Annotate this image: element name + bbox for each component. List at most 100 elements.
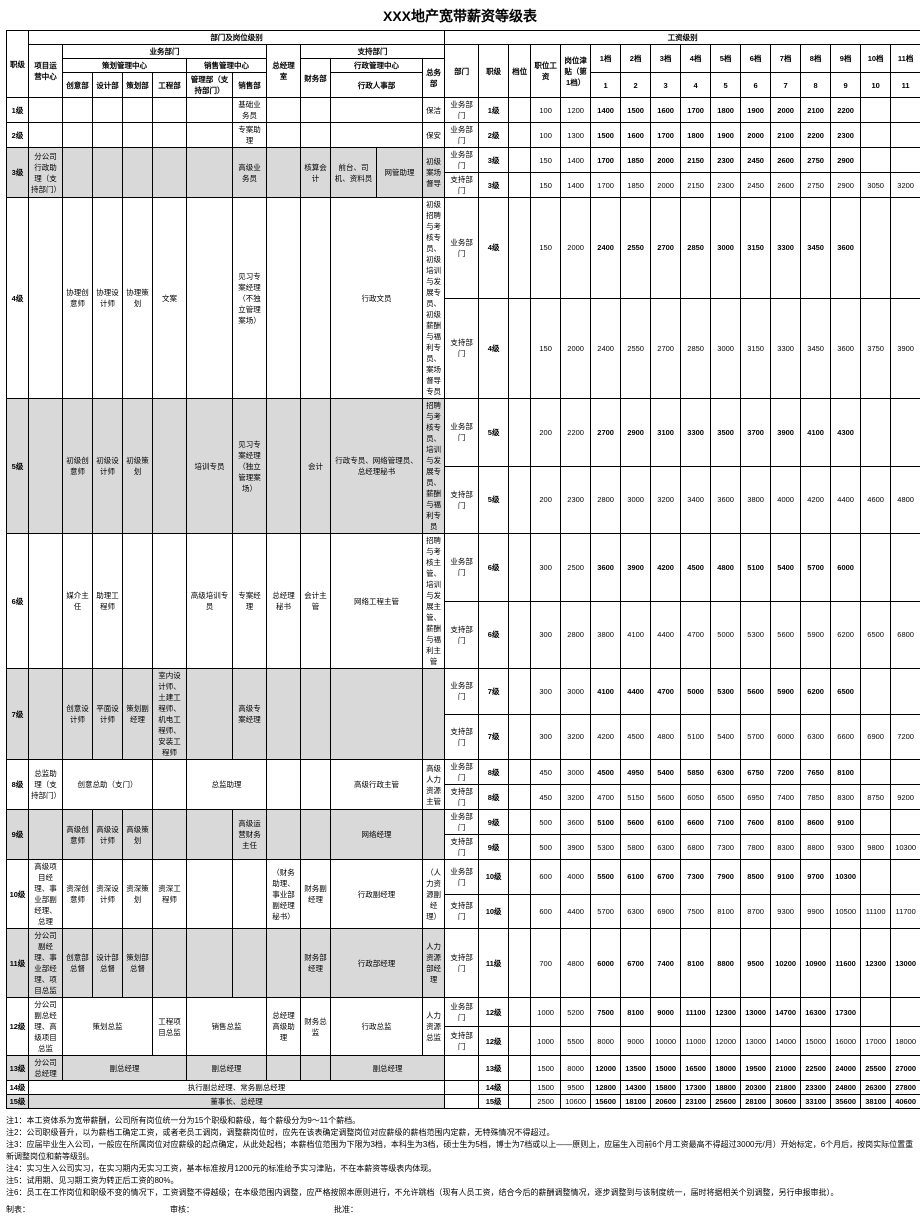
sal-base: 150	[531, 198, 561, 299]
sal-v: 2750	[801, 173, 831, 198]
hdr-section-right: 工资级别	[445, 31, 920, 45]
sal-dept: 支持部门	[445, 929, 479, 998]
sal-v: 8300	[831, 785, 861, 810]
sal-v: 3600	[591, 534, 621, 602]
sal-v	[891, 760, 920, 785]
sal-v: 18100	[621, 1095, 651, 1109]
sal-v: 1800	[681, 123, 711, 148]
sal-v: 3050	[861, 173, 891, 198]
sal-dept: 业务部门	[445, 760, 479, 785]
sal-v: 17000	[861, 1027, 891, 1056]
hdr-gm: 总经理室	[267, 45, 301, 98]
sal-v: 9100	[771, 860, 801, 895]
sal-v: 3150	[741, 298, 771, 399]
sal-v: 8800	[801, 835, 831, 860]
sal-v: 18000	[891, 1027, 920, 1056]
sal-v: 4800	[651, 714, 681, 760]
sal-v: 8100	[831, 760, 861, 785]
sal-dept: 支持部门	[445, 785, 479, 810]
sal-v: 1400	[591, 98, 621, 123]
sal-v: 1900	[741, 98, 771, 123]
sal-v: 1500	[591, 123, 621, 148]
sal-v: 2150	[681, 148, 711, 173]
sal-lvl: 9级	[479, 810, 509, 835]
sal-v: 6700	[621, 929, 651, 998]
sal-v: 5500	[591, 860, 621, 895]
hdr-r1: 职级	[479, 45, 509, 98]
sal-v: 3000	[621, 466, 651, 534]
sal-allow: 2800	[561, 601, 591, 669]
sal-v: 3450	[801, 198, 831, 299]
hdr-zongwu: 总务部	[423, 59, 445, 98]
sal-v: 5100	[681, 714, 711, 760]
sal-v: 7500	[591, 998, 621, 1027]
sal-v: 3700	[741, 399, 771, 467]
sal-v: 27000	[891, 1056, 920, 1081]
sal-v: 6900	[651, 894, 681, 929]
sal-v: 12800	[591, 1081, 621, 1095]
sal-v: 15000	[651, 1056, 681, 1081]
sal-v: 5700	[741, 714, 771, 760]
sal-v: 7500	[681, 894, 711, 929]
sal-v: 10500	[831, 894, 861, 929]
sal-v: 19500	[741, 1056, 771, 1081]
hdr-r3: 职位工资	[531, 45, 561, 98]
sal-dept: 业务部门	[445, 669, 479, 715]
sal-v: 5300	[711, 669, 741, 715]
sal-dept: 支持部门	[445, 1027, 479, 1056]
sal-dept: 支持部门	[445, 894, 479, 929]
sal-v: 5600	[621, 810, 651, 835]
sal-base: 700	[531, 929, 561, 998]
sal-v: 4100	[801, 399, 831, 467]
sal-v: 3000	[711, 298, 741, 399]
sal-v: 2450	[741, 148, 771, 173]
sal-v: 5800	[621, 835, 651, 860]
sal-v: 2100	[801, 98, 831, 123]
sal-v: 4600	[861, 466, 891, 534]
sal-v: 5850	[681, 760, 711, 785]
sal-v: 9100	[831, 810, 861, 835]
sal-v: 5400	[711, 714, 741, 760]
sal-v: 4200	[801, 466, 831, 534]
sal-v: 11700	[891, 894, 920, 929]
sal-v	[891, 399, 920, 467]
hdr-r5: 1档	[591, 45, 621, 73]
sal-v: 3400	[681, 466, 711, 534]
sal-v: 21000	[771, 1056, 801, 1081]
sal-v	[891, 860, 920, 895]
sal-v: 3000	[711, 198, 741, 299]
sal-allow: 2500	[561, 534, 591, 602]
sal-v: 2150	[681, 173, 711, 198]
sal-v: 11100	[681, 998, 711, 1027]
sal-v	[861, 123, 891, 148]
sal-v: 5150	[621, 785, 651, 810]
sal-v: 2400	[591, 298, 621, 399]
sal-v: 4500	[681, 534, 711, 602]
sal-v: 15800	[651, 1081, 681, 1095]
sal-v: 2400	[591, 198, 621, 299]
hdr-groupB: 支持部门	[301, 45, 445, 59]
sal-v: 4200	[591, 714, 621, 760]
sal-v: 8100	[711, 894, 741, 929]
sal-v: 6000	[591, 929, 621, 998]
sal-v: 2000	[651, 148, 681, 173]
sal-v: 3450	[801, 298, 831, 399]
sal-allow: 3000	[561, 669, 591, 715]
sal-v: 3200	[651, 466, 681, 534]
sal-v: 4000	[771, 466, 801, 534]
sal-v: 3300	[771, 198, 801, 299]
sal-lvl: 15级	[479, 1095, 509, 1109]
sal-v: 7900	[711, 860, 741, 895]
sal-v: 4700	[651, 669, 681, 715]
sal-lvl: 7级	[479, 669, 509, 715]
sal-lvl: 11级	[479, 929, 509, 998]
sal-v: 1700	[651, 123, 681, 148]
sal-v: 9500	[741, 929, 771, 998]
sal-v: 7850	[801, 785, 831, 810]
sal-v: 5600	[651, 785, 681, 810]
sal-v: 7400	[651, 929, 681, 998]
sal-v: 5900	[801, 601, 831, 669]
sal-base: 1000	[531, 998, 561, 1027]
sal-dept: 支持部门	[445, 298, 479, 399]
sal-v: 24800	[831, 1081, 861, 1095]
